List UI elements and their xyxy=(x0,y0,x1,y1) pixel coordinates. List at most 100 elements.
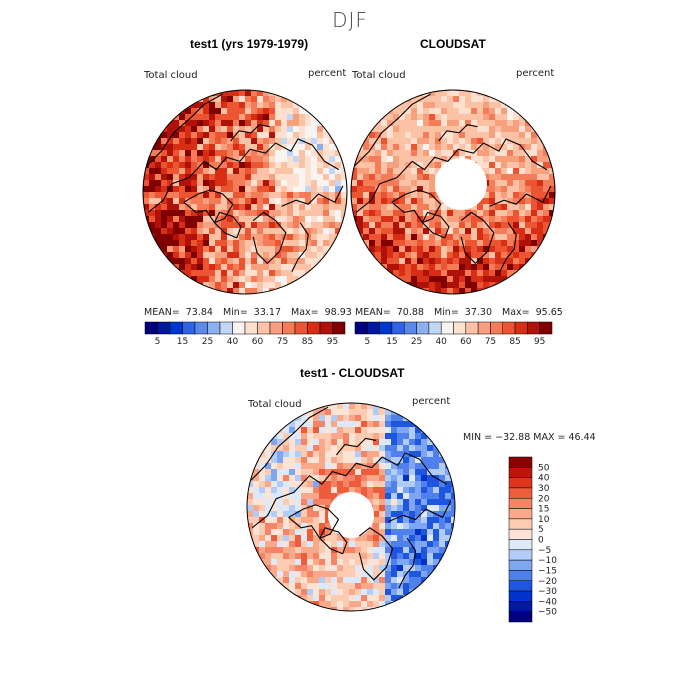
panel3-cell xyxy=(445,487,452,494)
panel3-colorbar-tick: −50 xyxy=(538,608,557,618)
panel3-cell xyxy=(259,535,266,542)
panel2-cell xyxy=(471,210,478,217)
panel2-cell xyxy=(381,114,388,121)
panel2-cell xyxy=(423,162,430,169)
panel1-cell xyxy=(155,150,162,157)
panel1-cell xyxy=(317,252,324,259)
panel2-cell xyxy=(525,216,532,223)
panel1-cell xyxy=(341,216,347,223)
panel2-cell xyxy=(411,174,418,181)
panel1-cell xyxy=(287,192,294,199)
panel3-cell xyxy=(325,451,332,458)
panel3-cell xyxy=(385,529,392,536)
panel1-cell xyxy=(305,222,312,229)
panel3-cell xyxy=(409,445,416,452)
panel1-cell xyxy=(287,102,294,109)
panel1-cell xyxy=(287,162,294,169)
panel3-cell xyxy=(337,499,344,506)
panel2-cell xyxy=(465,228,472,235)
panel2-cell xyxy=(477,264,484,271)
panel1-cell xyxy=(245,234,252,241)
panel2-cell xyxy=(531,234,538,241)
panel2-cell xyxy=(507,264,514,271)
panel2-cell xyxy=(417,264,424,271)
panel3-cell xyxy=(391,577,398,584)
panel1-cell xyxy=(167,186,174,193)
panel1-cell xyxy=(239,210,246,217)
panel3-cell xyxy=(283,481,290,488)
panel3-cell xyxy=(259,565,266,572)
panel3-cell xyxy=(385,547,392,554)
panel1-cell xyxy=(167,210,174,217)
panel1-cell xyxy=(329,186,336,193)
panel3-cell xyxy=(319,607,326,611)
panel2-cell xyxy=(513,126,520,133)
panel1-cell xyxy=(269,270,276,277)
panel3-cell xyxy=(391,571,398,578)
panel2-cell xyxy=(507,132,514,139)
panel3-cell xyxy=(331,517,338,524)
panel3-cell xyxy=(421,469,428,476)
panel3-cell xyxy=(313,463,320,470)
panel1-cell xyxy=(179,174,186,181)
panel2-cell xyxy=(417,90,424,97)
panel3-cell xyxy=(403,499,410,506)
panel1-cell xyxy=(251,90,258,97)
panel2-cell xyxy=(507,120,514,127)
panel2-cell xyxy=(393,264,400,271)
panel2-colorbar-swatch xyxy=(527,321,540,335)
panel1-cell xyxy=(239,228,246,235)
panel3-cell xyxy=(253,517,260,524)
panel1-cell xyxy=(245,108,252,115)
panel3-cell xyxy=(277,541,284,548)
panel1-cell xyxy=(239,258,246,265)
panel3-colorbar-tick: −15 xyxy=(538,566,557,576)
panel2-cell xyxy=(411,120,418,127)
panel2-cell xyxy=(405,222,412,229)
panel1-variable-label: Total cloud xyxy=(144,70,198,81)
panel2-cell xyxy=(441,90,448,97)
panel2-cell xyxy=(453,234,460,241)
panel1-cell xyxy=(275,270,282,277)
panel3-cell xyxy=(373,403,380,410)
panel1-cell xyxy=(275,240,282,247)
panel3-cell xyxy=(259,529,266,536)
panel1-cell xyxy=(197,96,204,103)
panel2-cell xyxy=(441,114,448,121)
panel3-cell xyxy=(379,481,386,488)
panel2-coastline xyxy=(438,124,478,142)
panel2-cell xyxy=(483,192,490,199)
panel1-cell xyxy=(257,228,264,235)
panel2-cell xyxy=(543,216,550,223)
panel3-cell xyxy=(385,553,392,560)
panel3-cell xyxy=(421,505,428,512)
panel1-cell xyxy=(203,192,210,199)
panel1-cell xyxy=(143,162,150,169)
panel3-cell xyxy=(325,577,332,584)
panel1-cell xyxy=(269,264,276,271)
panel2-cell xyxy=(435,240,442,247)
panel1-cell xyxy=(155,222,162,229)
panel2-cell xyxy=(393,270,400,277)
panel1-cell xyxy=(269,144,276,151)
panel2-cell xyxy=(531,168,538,175)
panel2-cell xyxy=(393,102,400,109)
panel1-cell xyxy=(335,234,342,241)
panel2-cell xyxy=(429,234,436,241)
panel2-cell xyxy=(495,150,502,157)
panel3-coastline xyxy=(319,527,348,555)
panel1-cell xyxy=(185,192,192,199)
panel2-cell xyxy=(489,192,496,199)
panel2-cell xyxy=(423,264,430,271)
panel3-cell xyxy=(301,427,308,434)
panel1-cell xyxy=(263,240,270,247)
panel3-cell xyxy=(265,553,272,560)
panel3-cell xyxy=(385,505,392,512)
panel2-cell xyxy=(513,138,520,145)
panel2-cell xyxy=(477,192,484,199)
panel3-cell xyxy=(451,505,455,512)
panel2-cell xyxy=(507,222,514,229)
panel2-cell xyxy=(375,228,382,235)
panel2-cell xyxy=(495,240,502,247)
panel2-cell xyxy=(501,234,508,241)
